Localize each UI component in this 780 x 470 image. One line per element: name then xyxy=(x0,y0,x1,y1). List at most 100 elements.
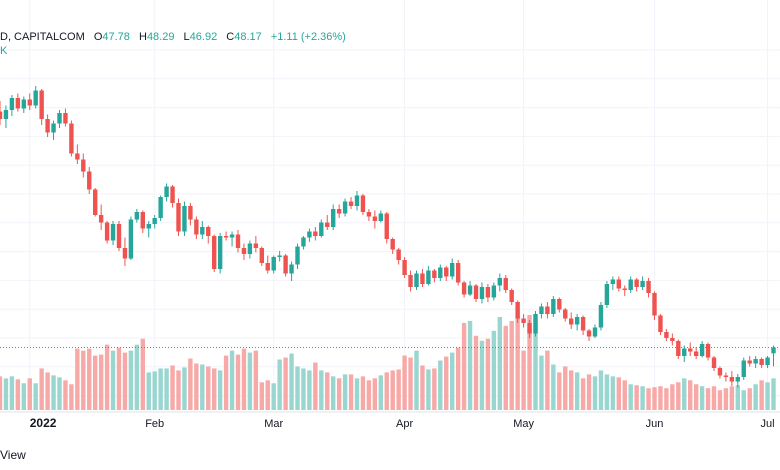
candle-body xyxy=(473,285,479,299)
candle-body xyxy=(21,99,26,109)
volume-bar xyxy=(705,388,711,410)
volume-bar xyxy=(557,372,562,410)
volume-bar xyxy=(521,350,526,410)
candle-body xyxy=(551,299,556,314)
candle-body xyxy=(771,347,776,354)
candle-body xyxy=(580,317,586,331)
volume-bar xyxy=(402,355,407,410)
legend-source: D, CAPITALCOM xyxy=(0,31,85,43)
candle-body xyxy=(586,330,592,337)
candle-body xyxy=(182,206,187,232)
candle-body xyxy=(634,279,639,287)
x-tick-label: Mar xyxy=(264,418,283,430)
volume-bar xyxy=(509,320,514,410)
candle-body xyxy=(640,281,645,287)
volume-bar xyxy=(212,368,217,410)
volume-bar xyxy=(640,386,645,410)
volume-bar xyxy=(27,378,32,410)
candle-body xyxy=(616,279,621,289)
candle-body xyxy=(223,236,229,238)
volume-bar xyxy=(372,378,378,410)
candle-body xyxy=(134,212,140,220)
candle-body xyxy=(63,113,68,124)
volume-bar xyxy=(3,378,9,410)
candle-body xyxy=(670,338,675,341)
candle-body xyxy=(3,110,9,119)
candle-body xyxy=(444,267,449,277)
volume-bar xyxy=(771,378,776,410)
volume-bar xyxy=(164,368,169,410)
candle-body xyxy=(408,275,413,287)
legend-close-value: 48.17 xyxy=(234,31,262,43)
volume-bar xyxy=(729,386,735,410)
candle-body xyxy=(598,305,604,328)
volume-bar xyxy=(289,353,294,410)
volume-bar xyxy=(188,358,193,410)
candle-body xyxy=(467,285,473,295)
volume-bar xyxy=(378,375,383,410)
candle-body xyxy=(313,231,318,236)
candle-body xyxy=(241,248,247,254)
volume-bar xyxy=(342,374,348,410)
candle-body xyxy=(217,236,223,269)
candle-body xyxy=(45,119,50,133)
volume-bar xyxy=(283,357,288,410)
candle-body xyxy=(622,288,627,290)
x-tick-label: May xyxy=(513,418,534,430)
candle-body xyxy=(765,357,770,365)
candle-body xyxy=(206,227,211,236)
candle-body xyxy=(688,348,693,352)
volume-bar xyxy=(241,348,247,410)
candle-body xyxy=(455,263,461,283)
candle-body xyxy=(87,171,92,190)
volume-bar xyxy=(616,377,621,410)
candle-body xyxy=(711,357,717,368)
candle-body xyxy=(705,344,711,358)
volume-bar xyxy=(45,372,50,410)
volume-bar xyxy=(670,384,675,410)
volume-bar xyxy=(146,372,151,410)
candle-body xyxy=(384,213,389,239)
volume-bar xyxy=(235,354,241,410)
candle-body xyxy=(557,299,562,310)
volume-bar xyxy=(420,365,425,410)
candle-body xyxy=(283,255,288,274)
candle-body xyxy=(200,227,205,235)
candle-body xyxy=(592,327,598,337)
candle-body xyxy=(98,215,104,223)
volume-bar xyxy=(81,350,86,410)
volume-bar xyxy=(176,370,181,410)
legend-high-label: H xyxy=(138,31,147,43)
candle-body xyxy=(271,257,276,271)
candle-body xyxy=(461,282,467,295)
candle-body xyxy=(277,255,282,257)
legend-close-label: C xyxy=(226,31,235,43)
volume-bar xyxy=(271,383,276,410)
volume-bar xyxy=(741,390,746,410)
candle-body xyxy=(491,285,497,298)
legend-sub: K xyxy=(0,45,8,57)
candle-body xyxy=(331,209,336,227)
candle-body xyxy=(212,236,217,269)
bottom-bar-view-label[interactable]: View xyxy=(0,448,26,462)
candle-body xyxy=(336,209,342,214)
candle-body xyxy=(93,189,98,215)
candle-body xyxy=(438,267,443,278)
volume-bar xyxy=(57,377,62,410)
candle-body xyxy=(9,98,15,110)
volume-bar xyxy=(533,318,538,410)
volume-bar xyxy=(325,372,330,410)
candle-body xyxy=(176,203,181,232)
candle-body xyxy=(759,359,764,365)
candle-body xyxy=(265,263,270,271)
candle-body xyxy=(229,234,235,238)
volume-bar xyxy=(432,368,437,410)
candle-body xyxy=(658,315,663,332)
volume-bar xyxy=(527,315,532,410)
volume-bar xyxy=(497,316,502,410)
candle-body xyxy=(723,375,729,377)
candle-body xyxy=(158,197,163,218)
volume-bar xyxy=(122,352,128,410)
